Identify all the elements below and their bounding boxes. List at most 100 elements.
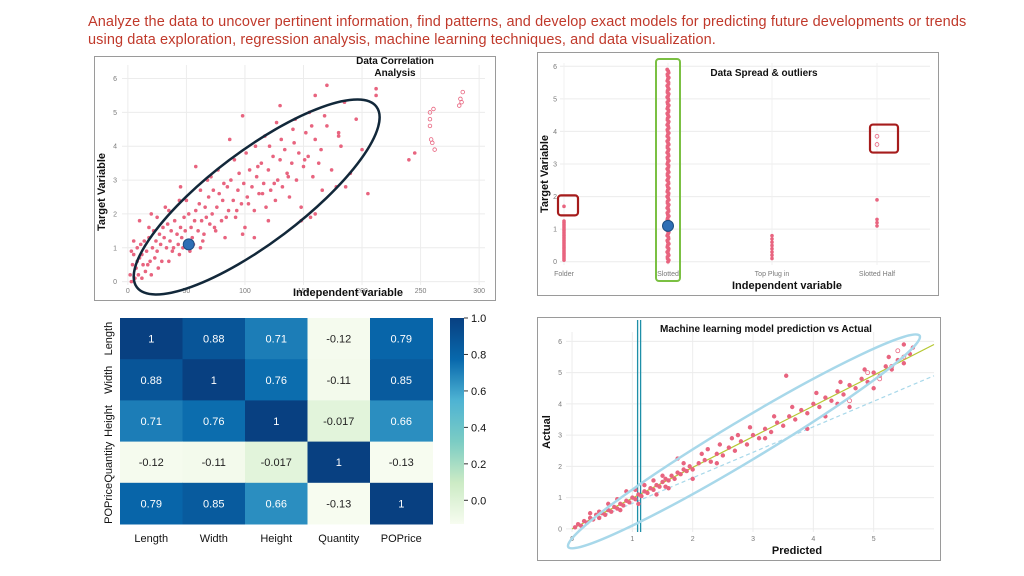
heatmap-cell <box>307 482 371 525</box>
data-point <box>161 225 165 230</box>
data-point-hollow <box>460 89 465 95</box>
data-point <box>128 273 132 277</box>
data-point <box>244 151 248 155</box>
data-point <box>633 496 638 502</box>
x-axis-label: Predicted <box>772 545 822 557</box>
data-point <box>744 442 750 447</box>
data-point <box>259 161 264 165</box>
heatmap-cell <box>182 441 246 484</box>
outlier-box-slotted-half <box>868 123 900 154</box>
data-point <box>252 235 257 240</box>
data-point <box>714 451 720 457</box>
data-point <box>211 188 216 193</box>
data-point <box>320 188 325 193</box>
data-point <box>240 113 245 118</box>
heatmap-cell <box>307 441 371 484</box>
data-point <box>587 511 593 516</box>
x-tick-label: Width <box>200 533 228 545</box>
spread-outliers-panel: 0 1 2 3 4 5 6 Folder Slotted Top Plug in Slotted H… <box>537 52 939 296</box>
data-point <box>729 436 735 441</box>
x-tick-label: 50 <box>183 288 191 295</box>
data-point <box>316 161 321 165</box>
data-point <box>197 201 202 206</box>
x-tick-label: Slotted Half <box>859 271 895 278</box>
data-point <box>770 240 774 244</box>
data-point <box>720 453 726 458</box>
x-tick-label: 150 <box>298 288 310 295</box>
correlation-heatmap: 1 0.88 0.71 -0.12 0.79 0.88 1 0.76 -0.11 0.85 0.71… <box>103 313 486 545</box>
data-point <box>651 478 656 483</box>
data-point <box>136 273 141 277</box>
data-point <box>705 446 710 452</box>
data-point <box>651 487 656 493</box>
data-point-hollow <box>459 100 464 105</box>
heatmap-cell-label: -0.11 <box>327 375 351 387</box>
y-tick-label: 4 <box>553 129 557 136</box>
data-point <box>901 342 907 347</box>
data-point <box>814 390 819 396</box>
heatmap-cell <box>182 400 246 443</box>
data-point <box>847 404 852 410</box>
data-point <box>790 404 795 410</box>
data-point <box>708 459 713 464</box>
data-point <box>289 161 294 165</box>
data-point <box>225 185 230 189</box>
data-point <box>222 181 226 186</box>
heatmap-cell-label: 1 <box>273 416 279 428</box>
y-tick-label: 3 <box>553 162 557 169</box>
data-point <box>603 512 608 518</box>
data-point <box>660 479 665 485</box>
data-point <box>272 181 277 186</box>
y-tick-label: 1 <box>113 245 117 252</box>
data-point <box>660 473 665 478</box>
data-point <box>669 473 674 478</box>
heatmap-cell-label: 0.76 <box>203 416 224 428</box>
data-point <box>131 239 136 243</box>
x-tick-label: 250 <box>415 288 427 295</box>
data-point <box>780 423 786 428</box>
data-point <box>220 198 225 203</box>
data-point <box>229 178 233 182</box>
data-point <box>168 239 172 243</box>
data-point <box>231 198 236 203</box>
data-point <box>770 250 774 254</box>
data-point <box>177 252 182 257</box>
y-tick-label: 6 <box>558 339 562 346</box>
reference-dashed-line <box>571 375 935 530</box>
data-point <box>243 225 247 230</box>
data-point <box>311 174 315 179</box>
x-axis-label: Independent variable <box>732 280 842 292</box>
data-point <box>302 157 307 162</box>
y-axis-label: Actual <box>541 415 553 449</box>
data-point <box>735 432 741 438</box>
data-point <box>811 401 816 407</box>
y-tick-label: POPrice <box>103 483 115 524</box>
data-point <box>129 249 134 253</box>
heatmap-cell <box>120 482 183 525</box>
data-point <box>336 130 341 135</box>
prediction-ellipse <box>566 333 922 550</box>
heatmap-cell-label: 1 <box>148 334 154 346</box>
data-point <box>157 232 162 237</box>
data-point <box>189 225 193 230</box>
data-point-hollow <box>895 348 901 354</box>
data-point <box>257 191 261 196</box>
y-tick-label: 1 <box>558 495 562 502</box>
data-point <box>862 367 867 372</box>
data-point <box>299 205 303 209</box>
heatmap-cell-label: 1 <box>211 375 217 387</box>
heatmap-cell <box>307 400 371 443</box>
y-tick-label: 3 <box>113 178 117 185</box>
heatmap-cell <box>182 359 246 401</box>
data-point <box>129 279 134 284</box>
x-axis-label: Independent variable <box>293 287 403 299</box>
data-point <box>313 137 318 142</box>
correlation-scatter-panel: 0 1 2 3 4 5 6 0 50 100 150 200 250 300 Data Correlati… <box>94 56 496 301</box>
heatmap-cell <box>245 441 308 484</box>
x-tick-label: 3 <box>751 536 755 543</box>
data-point <box>253 144 258 149</box>
data-point <box>165 222 170 226</box>
data-point <box>309 124 314 128</box>
y-tick-label: Length <box>103 322 115 356</box>
data-point <box>770 246 774 251</box>
